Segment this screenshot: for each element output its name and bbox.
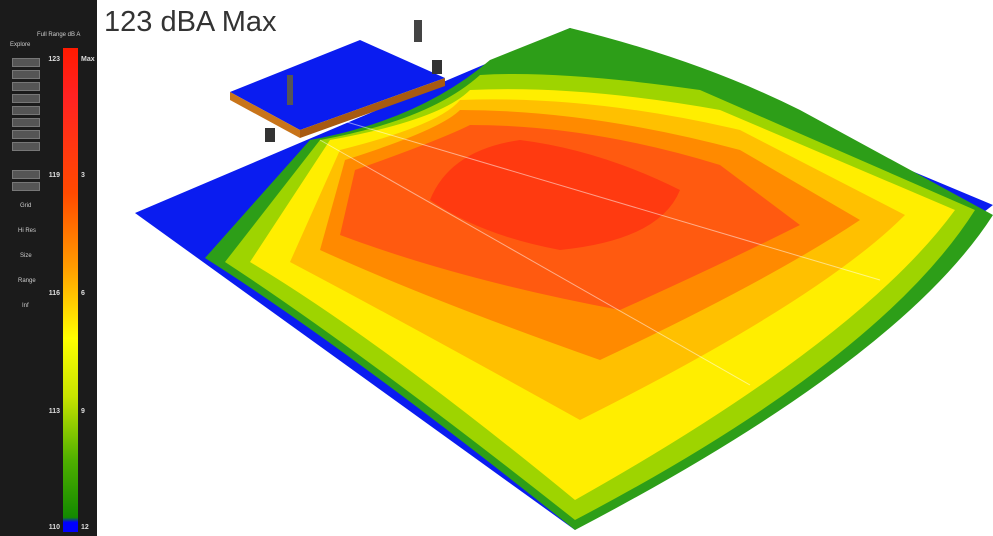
control-label: Size [20,253,32,259]
scale-offset: 12 [81,524,89,531]
button[interactable] [12,70,40,79]
scale-offset: 6 [81,290,85,297]
mode-label: Full Range dB A [37,32,80,38]
button[interactable] [12,170,40,179]
control-label: Range [18,278,36,284]
scale-level: 119 [40,172,60,179]
button[interactable] [12,130,40,139]
app: Full Range dB A Explore Grid Hi Res Size… [0,0,993,536]
section-label: Explore [10,42,30,48]
title: 123 dBA Max [104,6,277,39]
button[interactable] [12,58,40,67]
button[interactable] [12,106,40,115]
scale-level: 123 [40,56,60,63]
button[interactable] [12,118,40,127]
button[interactable] [12,142,40,151]
scale-offset: 3 [81,172,85,179]
control-label: Hi Res [18,228,36,234]
button[interactable] [12,94,40,103]
scale-offset: Max [81,56,95,63]
control-label: Grid [20,203,31,209]
control-label: Inf [22,303,29,309]
plot-3d [0,0,993,536]
scale-level: 113 [40,408,60,415]
button[interactable] [12,82,40,91]
scale-level: 116 [40,290,60,297]
button[interactable] [12,182,40,191]
color-scale [63,48,78,532]
scale-level: 110 [40,524,60,531]
scale-offset: 9 [81,408,85,415]
side-panel: Full Range dB A Explore Grid Hi Res Size… [0,0,97,536]
